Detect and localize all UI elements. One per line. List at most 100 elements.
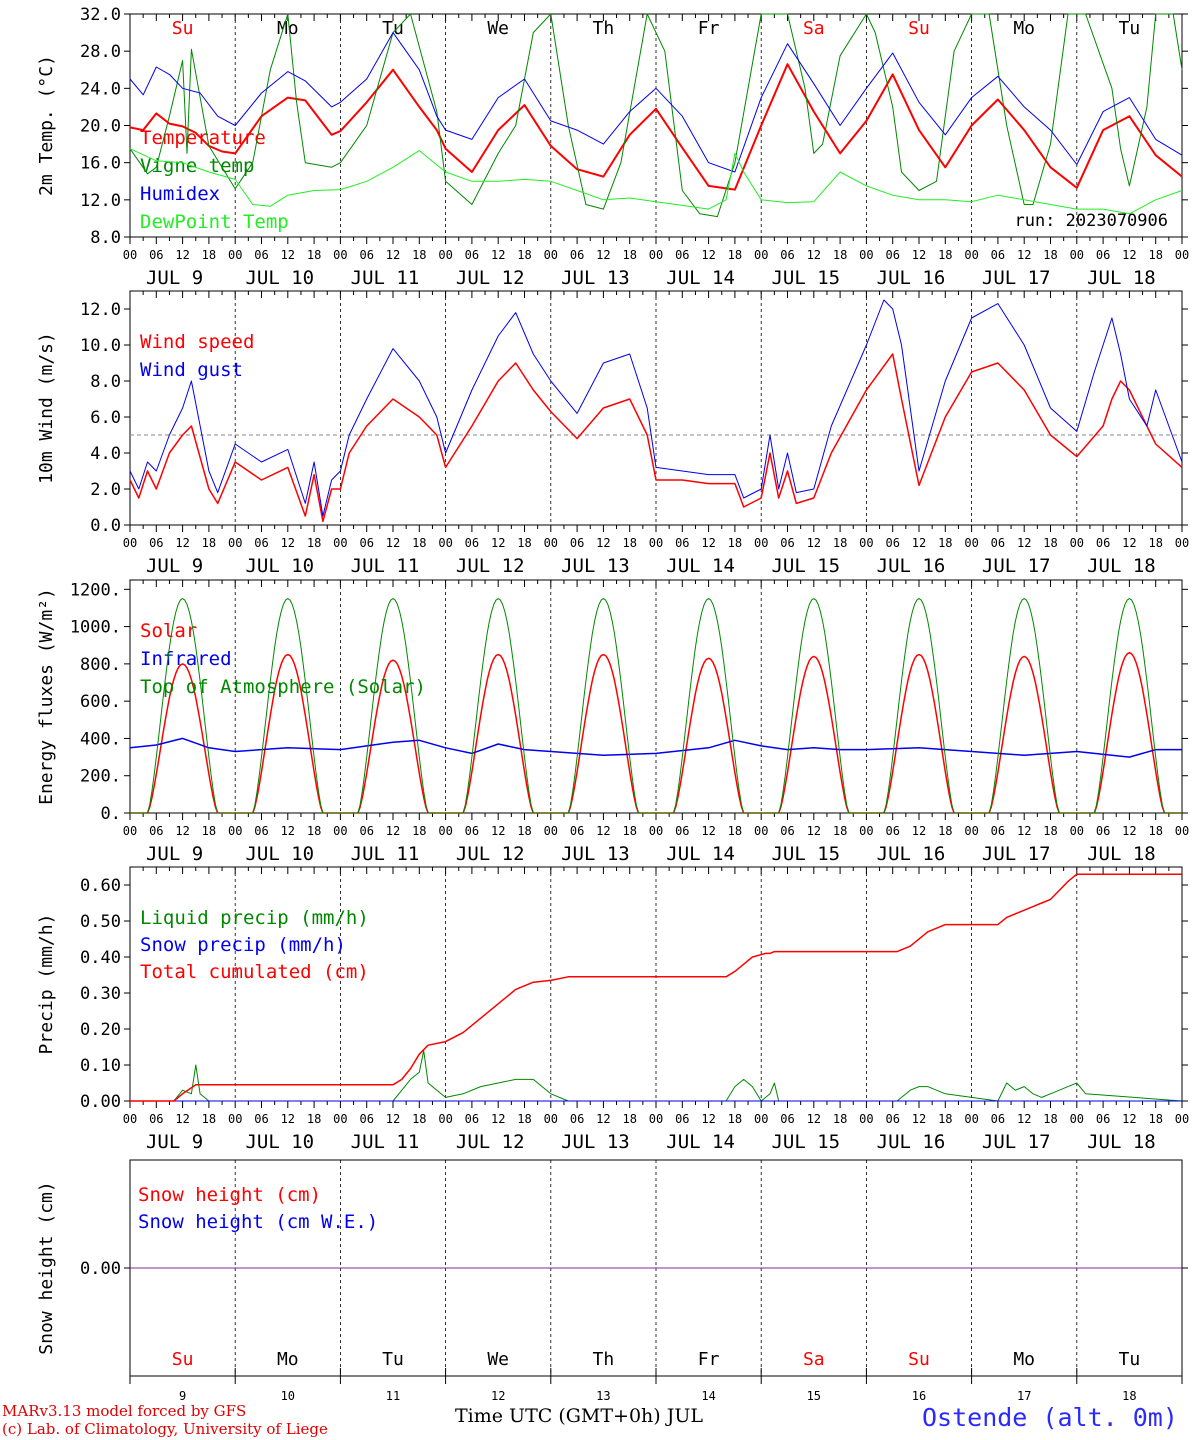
x-tick-label: 00 [438,824,452,838]
x-tick-label: 18 [1148,824,1162,838]
x-tick-label: 18 [307,1112,321,1126]
legend-entry: Snow height (cm) [138,1184,321,1206]
x-tick-label: 12 [386,536,400,550]
x-tick-label: 06 [675,824,689,838]
x-day-label: JUL 13 [561,1131,630,1153]
x-tick-label: 12 [175,1112,189,1126]
weekday-label: We [487,18,509,39]
y-tick-label: 4.0 [90,444,121,464]
y-tick-label: 0.60 [80,876,121,896]
series-line-humidex [129,32,1183,173]
x-tick-label: 18 [938,536,952,550]
x-tick-label: 06 [675,536,689,550]
y-tick-label: 1200. [70,580,121,600]
x-tick-label: 12 [807,536,821,550]
x-tick-label: 00 [964,248,978,262]
x-tick-label: 00 [859,536,873,550]
x-day-label: JUL 14 [666,1131,735,1153]
x-tick-label: 18 [412,1112,426,1126]
x-tick-label: 18 [1148,248,1162,262]
x-tick-label: 18 [728,824,742,838]
x-day-label: JUL 12 [456,1131,525,1153]
x-tick-label: 12 [491,536,505,550]
x-day-label: JUL 11 [351,267,420,289]
x-tick-label: 06 [1096,248,1110,262]
x-tick-label: 12 [596,824,610,838]
x-tick-label: 00 [228,536,242,550]
y-tick-label: 0.20 [80,1020,121,1040]
x-tick-label: 06 [149,536,163,550]
x-day-label: JUL 18 [1087,843,1156,865]
x-tick-label: 12 [912,536,926,550]
x-day-label: JUL 16 [877,555,946,577]
x-day-label: JUL 9 [146,843,203,865]
model-line: MARv3.13 model forced by GFS [2,1402,247,1420]
x-tick-label: 06 [465,536,479,550]
x-day-label: JUL 15 [771,555,840,577]
x-tick-label: 00 [123,1112,137,1126]
x-day-label: JUL 10 [245,843,314,865]
day-number-label: 18 [1122,1389,1136,1403]
x-tick-label: 18 [1148,536,1162,550]
x-tick-label: 18 [1043,248,1057,262]
y-axis-title: 10m Wind (m/s) [36,332,57,484]
weekday-label: Su [908,1349,930,1370]
x-tick-label: 18 [517,536,531,550]
x-tick-label: 00 [1070,1112,1084,1126]
x-tick-label: 00 [544,248,558,262]
x-tick-label: 12 [1017,248,1031,262]
x-day-label: JUL 14 [666,267,735,289]
x-tick-label: 12 [912,248,926,262]
x-tick-label: 06 [359,1112,373,1126]
x-tick-label: 06 [780,824,794,838]
x-tick-label: 00 [859,824,873,838]
x-tick-label: 12 [1122,1112,1136,1126]
x-tick-label: 06 [780,536,794,550]
x-tick-label: 18 [1043,536,1057,550]
legend-entry: Total cumulated (cm) [140,961,369,983]
y-tick-label: 10.0 [80,336,121,356]
y-tick-label: 0.00 [80,1092,121,1112]
x-tick-label: 06 [149,1112,163,1126]
x-tick-label: 18 [622,536,636,550]
y-tick-label: 600. [80,692,121,712]
x-tick-label: 06 [254,824,268,838]
x-tick-label: 18 [412,824,426,838]
legend-entry: Wind gust [140,359,243,381]
run-annotation: run: 2023070906 [1014,211,1168,231]
x-tick-label: 12 [281,248,295,262]
y-tick-label: 32.0 [80,5,121,25]
x-tick-label: 06 [885,1112,899,1126]
x-day-label: JUL 9 [146,555,203,577]
legend-entry: Liquid precip (mm/h) [140,907,369,929]
x-tick-label: 12 [912,1112,926,1126]
x-tick-label: 00 [1175,1112,1189,1126]
legend-entry: Infrared [140,648,232,670]
x-tick-label: 12 [175,536,189,550]
weekday-label: Sa [803,18,825,39]
x-tick-label: 00 [649,536,663,550]
day-number-label: 17 [1017,1389,1031,1403]
weekday-label: Tu [382,1349,404,1370]
x-tick-label: 18 [202,536,216,550]
x-tick-label: 00 [1175,824,1189,838]
weekday-label: Su [172,1349,194,1370]
x-tick-label: 12 [491,248,505,262]
x-tick-label: 12 [281,536,295,550]
x-tick-label: 00 [754,248,768,262]
day-number-label: 16 [912,1389,926,1403]
x-tick-label: 06 [991,824,1005,838]
x-tick-label: 18 [1043,824,1057,838]
x-tick-label: 12 [1017,1112,1031,1126]
day-number-label: 13 [596,1389,610,1403]
x-tick-label: 18 [1148,1112,1162,1126]
x-tick-label: 06 [149,248,163,262]
x-day-label: JUL 12 [456,843,525,865]
x-tick-label: 18 [833,824,847,838]
weekday-label: Th [593,18,615,39]
x-tick-label: 06 [780,1112,794,1126]
x-axis-title: Time UTC (GMT+0h) JUL [455,1405,703,1427]
x-tick-label: 18 [938,824,952,838]
y-tick-label: 800. [80,655,121,675]
series-line-temperature [129,63,1183,191]
